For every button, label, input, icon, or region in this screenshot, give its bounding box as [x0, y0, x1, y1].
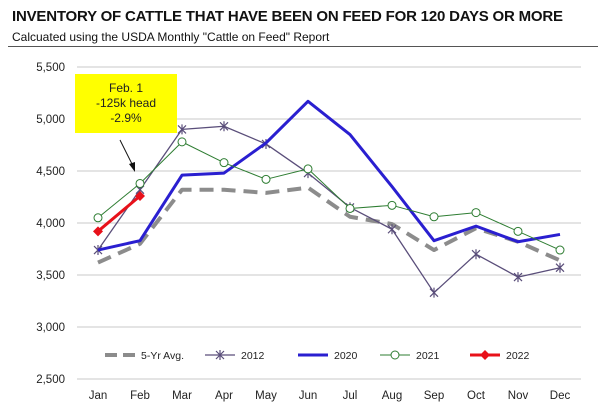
x-tick-label: Mar	[172, 390, 192, 402]
series-2021	[93, 137, 565, 255]
annotation-text: -125k head	[96, 96, 156, 110]
y-tick-label: 5,500	[36, 62, 65, 74]
annotation-text: -2.9%	[110, 111, 142, 125]
data-point	[513, 226, 523, 236]
data-point	[177, 124, 187, 135]
data-point	[555, 262, 565, 273]
legend: 5-Yr Avg. 2012 2020 2021 2022	[105, 350, 530, 362]
data-point	[177, 137, 187, 147]
series-5-yr-avg-	[97, 185, 561, 265]
data-point	[345, 203, 355, 213]
x-tick-label: Jan	[89, 390, 108, 402]
data-point	[387, 224, 397, 235]
legend-label: 5-Yr Avg.	[141, 350, 184, 362]
x-tick-label: Aug	[382, 390, 402, 402]
chart-subtitle: Calcuated using the USDA Monthly "Cattle…	[12, 30, 330, 44]
x-tick-label: Jun	[299, 390, 318, 402]
y-tick-label: 3,000	[36, 322, 65, 334]
y-tick-label: 4,500	[36, 166, 65, 178]
data-point	[387, 200, 397, 210]
data-point	[480, 350, 490, 360]
data-point	[471, 208, 481, 218]
title-divider	[8, 46, 598, 47]
data-point	[135, 178, 145, 188]
data-point	[390, 350, 400, 360]
data-point	[93, 213, 103, 223]
data-point	[429, 287, 439, 298]
x-tick-label: Feb	[130, 390, 150, 402]
data-point	[555, 245, 565, 255]
legend-label: 2022	[506, 350, 530, 362]
legend-label: 2012	[241, 350, 265, 362]
x-tick-label: Oct	[467, 390, 486, 402]
y-tick-label: 4,000	[36, 218, 65, 230]
data-point	[219, 158, 229, 168]
x-tick-label: Dec	[550, 390, 571, 402]
series-line	[97, 141, 561, 251]
x-tick-label: Nov	[508, 390, 529, 402]
data-point	[261, 174, 271, 184]
annotation-box	[75, 74, 177, 133]
series-line	[97, 99, 561, 252]
chart-title: INVENTORY OF CATTLE THAT HAVE BEEN ON FE…	[12, 8, 563, 25]
y-tick-label: 3,500	[36, 270, 65, 282]
data-point	[303, 164, 313, 174]
x-tick-label: Jul	[343, 390, 358, 402]
legend-label: 2020	[334, 350, 358, 362]
data-point	[219, 121, 229, 132]
data-point	[93, 226, 103, 237]
data-point	[471, 249, 481, 260]
arrowhead-icon	[129, 162, 135, 172]
series-line	[97, 185, 561, 265]
data-point	[135, 190, 145, 201]
annotation-text: Feb. 1	[109, 81, 143, 95]
x-tick-label: Sep	[424, 390, 444, 402]
annotation-callout: Feb. 1-125k head-2.9%	[75, 74, 177, 172]
legend-label: 2021	[416, 350, 440, 362]
data-point	[429, 212, 439, 222]
series-2020	[97, 99, 561, 252]
data-point	[513, 272, 523, 283]
series-line	[97, 194, 141, 233]
data-point	[215, 350, 225, 360]
annotation-arrow	[119, 139, 134, 167]
y-tick-label: 2,500	[36, 374, 65, 386]
series-line	[97, 125, 561, 294]
y-tick-label: 5,000	[36, 114, 65, 126]
series-2022	[93, 190, 145, 237]
x-tick-label: Apr	[215, 390, 233, 402]
x-tick-label: May	[255, 390, 277, 402]
